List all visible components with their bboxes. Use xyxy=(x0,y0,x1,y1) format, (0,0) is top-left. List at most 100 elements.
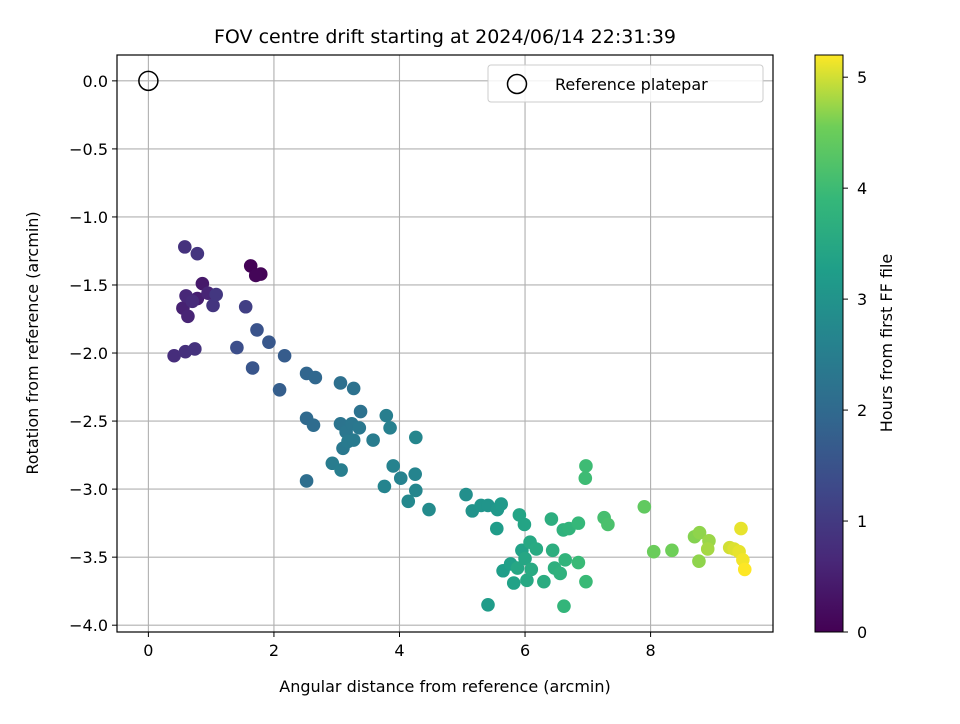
data-point xyxy=(272,382,287,397)
data-point xyxy=(346,381,361,396)
data-point xyxy=(524,562,539,577)
y-tick-label: −1.0 xyxy=(69,208,108,227)
data-point xyxy=(366,433,380,447)
data-point xyxy=(353,404,368,419)
data-point xyxy=(571,516,586,530)
data-point xyxy=(692,525,707,540)
x-tick-label: 4 xyxy=(394,641,404,660)
data-point xyxy=(553,566,567,581)
x-tick-label: 2 xyxy=(269,641,279,660)
colorbar-label: Hours from first FF file xyxy=(877,254,896,433)
data-points xyxy=(167,240,752,613)
data-point xyxy=(737,562,752,577)
data-point xyxy=(206,298,220,313)
data-point xyxy=(481,597,495,612)
data-point xyxy=(545,543,560,558)
y-tick-label: −1.5 xyxy=(69,276,108,295)
data-point xyxy=(188,342,202,356)
data-point xyxy=(518,551,532,566)
data-point xyxy=(601,517,615,532)
data-point xyxy=(248,268,263,283)
data-point xyxy=(409,430,423,445)
colorbar: 0 1 2 3 4 5 Hours from first FF file xyxy=(814,54,896,642)
data-point xyxy=(334,463,348,477)
data-point xyxy=(579,574,593,589)
data-point xyxy=(579,459,593,473)
data-point xyxy=(401,494,416,509)
data-point xyxy=(306,418,321,432)
data-point xyxy=(489,521,504,536)
legend-box xyxy=(487,64,764,103)
data-point xyxy=(637,500,652,514)
legend: Reference platepar xyxy=(487,64,764,103)
data-point xyxy=(190,246,205,261)
colorbar-tick-label: 4 xyxy=(857,179,867,198)
data-point xyxy=(537,574,551,589)
data-point xyxy=(578,471,593,486)
data-point xyxy=(529,542,544,556)
y-tick-label: −2.5 xyxy=(69,412,108,431)
legend-label: Reference platepar xyxy=(555,75,708,94)
data-point xyxy=(393,471,408,486)
colorbar-tick-label: 0 xyxy=(857,623,867,642)
colorbar-tick-label: 3 xyxy=(857,290,867,309)
data-point xyxy=(571,555,586,570)
x-axis-label: Angular distance from reference (arcmin) xyxy=(279,677,610,696)
data-point xyxy=(544,512,559,526)
plot-frame xyxy=(116,54,774,633)
data-point xyxy=(734,521,748,536)
data-point xyxy=(209,287,223,302)
data-point xyxy=(510,561,525,575)
data-point xyxy=(250,323,264,337)
data-point xyxy=(665,543,679,558)
data-point xyxy=(277,348,292,363)
x-tick-label: 6 xyxy=(520,641,530,660)
y-axis-ticks: 0.0 −0.5 −1.0 −1.5 −2.0 −2.5 −3.0 −3.5 −4.0 xyxy=(69,72,117,635)
colorbar-tick-label: 1 xyxy=(857,512,867,531)
data-point xyxy=(346,433,361,447)
y-tick-label: −2.0 xyxy=(69,344,108,363)
colorbar-ticks: 0 1 2 3 4 5 xyxy=(843,68,867,642)
y-tick-label: −3.0 xyxy=(69,480,108,499)
data-point xyxy=(230,340,244,355)
data-point xyxy=(167,348,181,363)
data-point xyxy=(238,299,253,314)
y-tick-label: −3.5 xyxy=(69,548,108,567)
x-axis-ticks: 0 2 4 6 8 xyxy=(143,632,656,660)
data-point xyxy=(422,502,436,517)
colorbar-tick-label: 2 xyxy=(857,401,867,420)
data-point xyxy=(646,544,661,559)
data-point xyxy=(181,309,195,324)
data-point xyxy=(185,294,200,309)
data-point xyxy=(494,497,508,511)
data-point xyxy=(517,517,532,532)
data-point xyxy=(177,240,192,254)
data-point xyxy=(520,573,534,588)
data-point xyxy=(352,421,367,435)
y-axis-label: Rotation from reference (arcmin) xyxy=(23,211,42,474)
data-point xyxy=(409,483,423,498)
data-point xyxy=(386,459,401,473)
data-point xyxy=(262,335,276,349)
data-point xyxy=(700,542,715,556)
chart-title: FOV centre drift starting at 2024/06/14 … xyxy=(214,26,676,48)
data-point xyxy=(245,361,260,375)
data-point xyxy=(308,370,323,385)
data-point xyxy=(383,421,397,435)
x-tick-label: 8 xyxy=(645,641,655,660)
data-point xyxy=(506,576,521,590)
data-point xyxy=(299,474,314,488)
legend-marker-icon xyxy=(506,73,528,95)
y-tick-label: −4.0 xyxy=(69,616,108,635)
y-tick-label: 0.0 xyxy=(83,72,108,91)
data-point xyxy=(459,487,473,502)
colorbar-gradient xyxy=(814,54,844,633)
data-point xyxy=(408,467,422,481)
data-point xyxy=(557,599,571,613)
data-point xyxy=(692,554,706,569)
data-point xyxy=(333,376,348,390)
reference-platepar-marker xyxy=(138,70,159,92)
data-point xyxy=(377,479,392,494)
data-point xyxy=(379,408,394,423)
